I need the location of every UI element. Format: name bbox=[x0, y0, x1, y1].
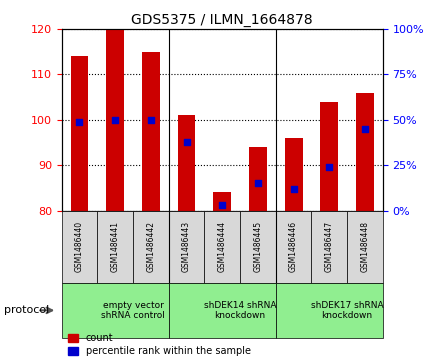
Bar bbox=[169, 283, 276, 338]
Text: GSM1486445: GSM1486445 bbox=[253, 221, 262, 272]
Point bbox=[147, 117, 154, 123]
Point bbox=[326, 164, 333, 170]
Bar bbox=[97, 211, 133, 283]
Legend: count, percentile rank within the sample: count, percentile rank within the sample bbox=[66, 331, 253, 358]
Bar bbox=[276, 211, 312, 283]
Bar bbox=[347, 211, 383, 283]
Bar bbox=[62, 211, 97, 283]
Bar bbox=[169, 211, 204, 283]
Bar bbox=[285, 138, 303, 211]
Text: GSM1486447: GSM1486447 bbox=[325, 221, 334, 272]
Text: GSM1486448: GSM1486448 bbox=[360, 221, 370, 272]
Text: GSM1486440: GSM1486440 bbox=[75, 221, 84, 272]
Bar bbox=[249, 147, 267, 211]
Text: GSM1486444: GSM1486444 bbox=[218, 221, 227, 272]
Text: GSM1486442: GSM1486442 bbox=[147, 221, 155, 272]
Point bbox=[254, 180, 261, 186]
Text: GSM1486446: GSM1486446 bbox=[289, 221, 298, 272]
Point bbox=[183, 139, 190, 144]
Text: empty vector
shRNA control: empty vector shRNA control bbox=[101, 301, 165, 320]
Bar bbox=[213, 192, 231, 211]
Text: shDEK17 shRNA
knockdown: shDEK17 shRNA knockdown bbox=[311, 301, 383, 320]
Title: GDS5375 / ILMN_1664878: GDS5375 / ILMN_1664878 bbox=[132, 13, 313, 26]
Point bbox=[76, 119, 83, 125]
Point bbox=[290, 186, 297, 192]
Point bbox=[112, 117, 119, 123]
Bar bbox=[276, 283, 383, 338]
Text: shDEK14 shRNA
knockdown: shDEK14 shRNA knockdown bbox=[204, 301, 276, 320]
Bar bbox=[204, 211, 240, 283]
Point bbox=[219, 202, 226, 208]
Bar bbox=[312, 211, 347, 283]
Bar bbox=[320, 102, 338, 211]
Bar bbox=[240, 211, 276, 283]
Bar bbox=[142, 52, 160, 211]
Point bbox=[361, 126, 368, 132]
Bar bbox=[356, 93, 374, 211]
Bar bbox=[62, 283, 169, 338]
Bar bbox=[133, 211, 169, 283]
Text: protocol: protocol bbox=[4, 305, 50, 315]
Text: GSM1486441: GSM1486441 bbox=[110, 221, 120, 272]
Bar bbox=[106, 29, 124, 211]
Bar bbox=[70, 56, 88, 211]
Text: GSM1486443: GSM1486443 bbox=[182, 221, 191, 272]
Bar bbox=[178, 115, 195, 211]
